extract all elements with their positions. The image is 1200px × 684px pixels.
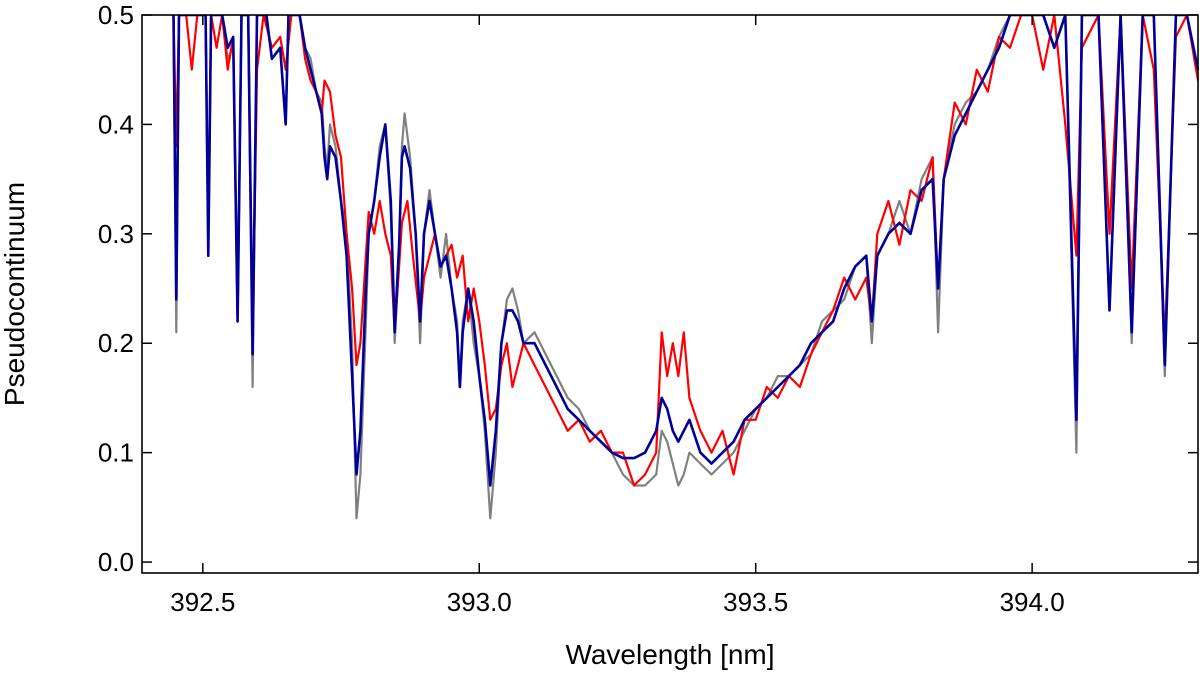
y-axis: 0.0 0.1 0.2 0.3 0.4 0.5: [98, 0, 1198, 577]
y-tick-label: 0.2: [98, 328, 134, 358]
x-tick-label: 392.5: [170, 587, 235, 617]
x-axis-label: Wavelength [nm]: [565, 639, 774, 670]
y-tick-label: 0.3: [98, 219, 134, 249]
x-tick-label: 393.0: [447, 587, 512, 617]
y-tick-label: 0.1: [98, 438, 134, 468]
y-axis-label: Pseudocontinuum: [0, 182, 30, 406]
x-tick-label: 394.0: [1000, 587, 1065, 617]
y-tick-label: 0.4: [98, 109, 134, 139]
series-line-2: [172, 15, 1200, 487]
series-line-3: [172, 15, 1200, 487]
plot-frame: [141, 14, 1199, 574]
y-tick-label: 0.5: [98, 0, 134, 30]
y-tick-label: 0.0: [98, 547, 134, 577]
series-layer: [172, 15, 1200, 520]
x-axis: 392.5 393.0 393.5 394.0: [170, 15, 1065, 617]
series-line-1: [172, 15, 1200, 520]
x-tick-label: 393.5: [723, 587, 788, 617]
